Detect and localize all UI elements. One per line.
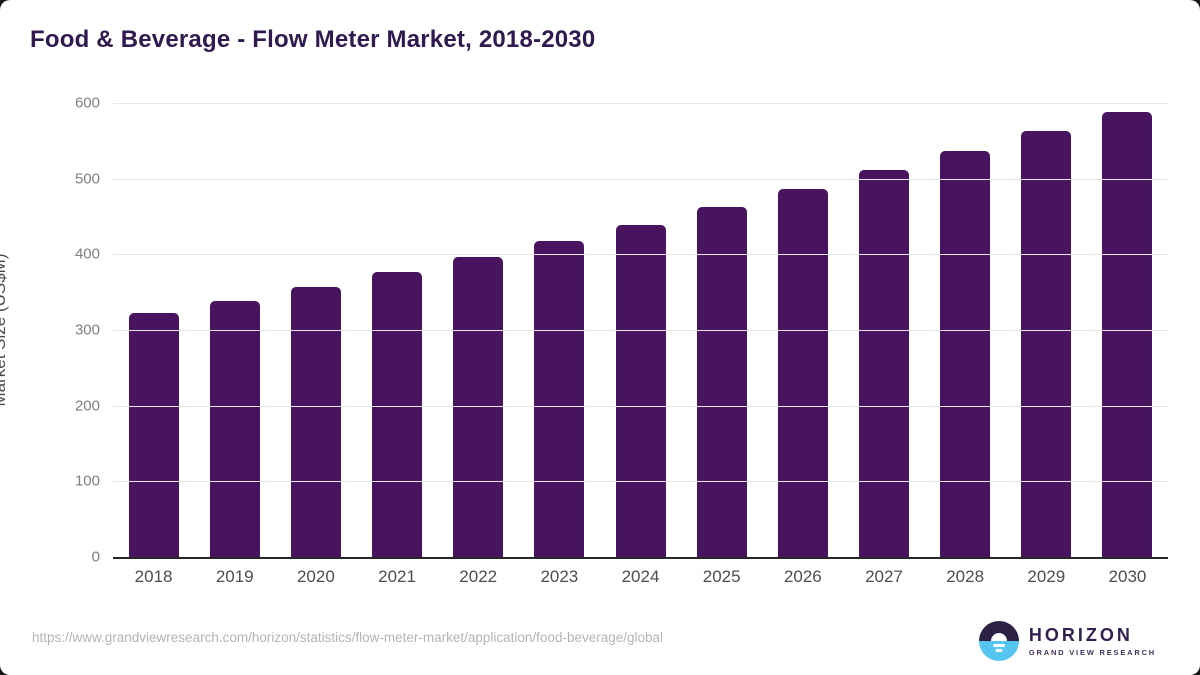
bar-slot-2019 [194, 103, 275, 557]
x-tick-label-2024: 2024 [621, 567, 660, 586]
x-tick-label-2029: 2029 [1027, 567, 1066, 586]
bar-2021 [372, 271, 423, 557]
bar-2024 [615, 224, 666, 557]
x-tick-label-2027: 2027 [865, 567, 903, 586]
x-tick-label-2021: 2021 [378, 567, 416, 586]
x-tick-label-2018: 2018 [134, 567, 173, 586]
bar-slot-2020 [275, 103, 356, 557]
gridline-400 [113, 254, 1168, 256]
bar-2029 [1021, 131, 1072, 557]
horizon-logo-icon [978, 621, 1019, 661]
gridline-300 [113, 330, 1168, 331]
y-tick-label-200: 200 [74, 397, 100, 415]
gridline-200 [113, 405, 1168, 407]
y-tick-label-600: 600 [74, 94, 100, 112]
bar-slot-2021 [356, 103, 437, 557]
logo-name: HORIZON [1028, 624, 1133, 645]
gridline-600 [113, 103, 1168, 104]
y-tick-label-400: 400 [74, 245, 100, 263]
bar-2022 [453, 256, 504, 557]
bar-slot-2024 [600, 103, 681, 557]
source-url: https://www.grandviewresearch.com/horizo… [32, 630, 664, 645]
bar-slot-2022 [438, 103, 519, 557]
sun-reflection-icon [992, 644, 1005, 647]
bar-slot-2028 [925, 103, 1006, 557]
bar-slot-2027 [843, 103, 924, 557]
bar-slot-2026 [762, 103, 843, 557]
bar-2028 [940, 150, 991, 557]
bar-slot-2023 [519, 103, 600, 557]
y-tick-label-100: 100 [74, 472, 100, 490]
y-tick-label-300: 300 [74, 321, 100, 339]
x-tick-label-2022: 2022 [459, 567, 498, 586]
x-axis-line [113, 557, 1168, 559]
bar-2020 [290, 286, 341, 557]
bar-slot-2029 [1006, 103, 1087, 557]
bar-2019 [209, 300, 260, 557]
bars-row [113, 103, 1168, 557]
bar-slot-2030 [1087, 103, 1168, 557]
bar-2027 [858, 169, 909, 557]
y-tick-label-0: 0 [91, 548, 100, 566]
bar-slot-2025 [681, 103, 762, 557]
bar-2026 [777, 188, 828, 557]
x-tick-label-2023: 2023 [540, 567, 579, 586]
logo-subtitle: GRAND VIEW RESEARCH [1028, 647, 1156, 657]
gridline-100 [113, 481, 1168, 483]
bar-slot-2018 [113, 103, 194, 557]
x-tick-label-2020: 2020 [296, 567, 335, 586]
plot-area [113, 103, 1168, 559]
x-tick-label-2030: 2030 [1108, 567, 1147, 586]
sun-icon [990, 633, 1007, 641]
horizon-logo: HORIZON GRAND VIEW RESEARCH [978, 621, 1156, 661]
x-axis-labels: 2018 2019 2020 2021 2022 2023 2024 2025 2026 2027… [113, 567, 1168, 587]
bar-2025 [696, 207, 747, 557]
x-tick-label-2025: 2025 [702, 567, 741, 586]
gridline-500 [113, 178, 1168, 180]
sun-reflection-icon [995, 649, 1003, 652]
x-tick-label-2019: 2019 [215, 567, 254, 586]
logo-text: HORIZON GRAND VIEW RESEARCH [1029, 626, 1156, 657]
chart-title: Food & Beverage - Flow Meter Market, 201… [30, 26, 596, 53]
x-tick-label-2026: 2026 [783, 567, 822, 586]
y-tick-label-500: 500 [74, 170, 100, 188]
bar-2023 [534, 240, 585, 557]
x-tick-label-2028: 2028 [946, 567, 985, 586]
bar-2018 [128, 313, 179, 557]
bar-2030 [1102, 112, 1153, 557]
